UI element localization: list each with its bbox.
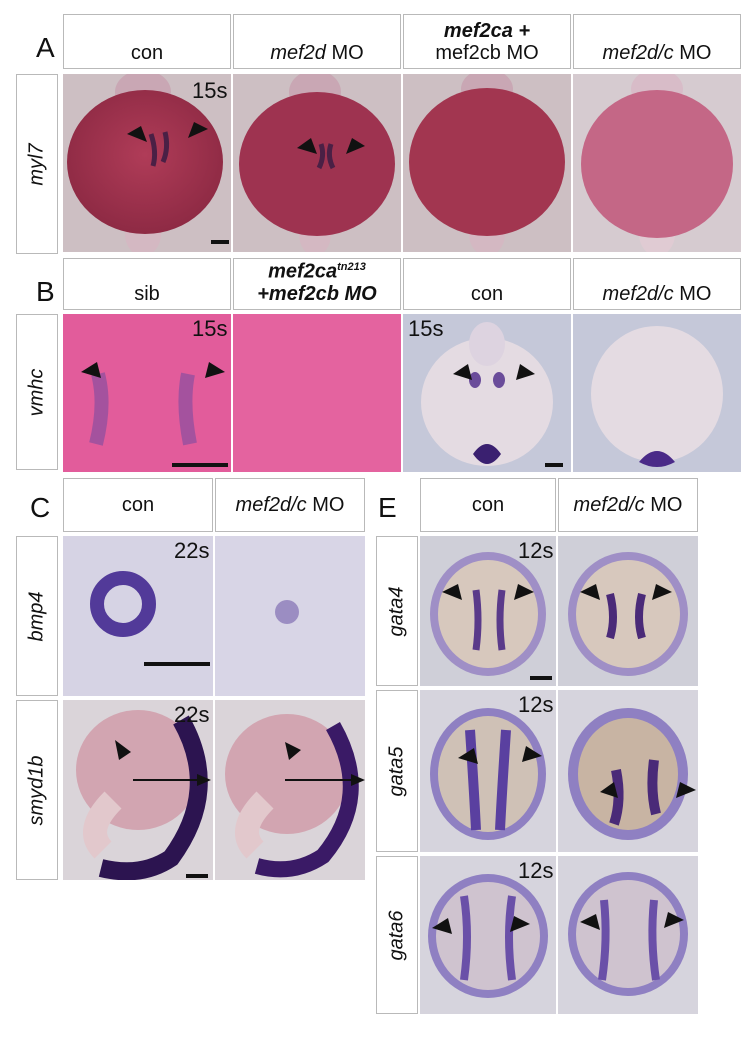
header-line2: mef2cb MO (435, 42, 539, 64)
image-e-gata5-mef2dc (558, 690, 698, 852)
row-label-box-gata5: gata5 (376, 690, 418, 852)
stage-label-b-right: 15s (408, 316, 444, 341)
header-plain: MO (306, 494, 345, 516)
image-e-gata6-mef2dc (558, 856, 698, 1014)
header-plain: MO (673, 283, 712, 305)
row-label-box-smyd1b: smyd1b (16, 700, 58, 880)
row-label-gata6: gata6 (385, 909, 408, 961)
image-a-mef2ca-mef2cb (403, 74, 571, 252)
panel-letter-a: A (36, 32, 55, 63)
header-italic: mef2d (270, 42, 326, 64)
row-label-box-myl7: myl7 (16, 74, 58, 254)
header-plain: MO (673, 42, 712, 64)
stage-label-b-left: 15s (192, 316, 228, 341)
header-c-mef2dc: mef2d/c MO (215, 478, 365, 532)
header-plain: MO (325, 42, 364, 64)
image-d-mef2dc (215, 700, 365, 880)
image-b-mef2dc (573, 314, 741, 472)
header-line1: mef2ca + (443, 20, 531, 42)
stage-label-a: 15s (192, 78, 228, 103)
image-a-con (63, 74, 231, 252)
arrowheads-b (81, 362, 535, 380)
panel-letter-c: C (30, 492, 51, 523)
image-e-gata4-mef2dc (558, 536, 698, 686)
stage-label-d: 22s (174, 702, 210, 727)
scale-bar-d (186, 874, 208, 878)
header-label: con (130, 42, 164, 64)
image-a-mef2dc (573, 74, 741, 252)
header-a-con: con (63, 14, 231, 69)
row-label-bmp4: bmp4 (25, 590, 48, 642)
header-b-sib: sib (63, 258, 231, 310)
header-a-mef2d: mef2d MO (233, 14, 401, 69)
arrows-d (115, 740, 365, 786)
header-b-mef2dc: mef2d/c MO (573, 258, 741, 310)
row-label-box-bmp4: bmp4 (16, 536, 58, 696)
header-plain: MO (644, 494, 683, 516)
arrowheads-e (432, 584, 696, 934)
scale-bar-b-left (172, 463, 228, 467)
row-label-box-gata6: gata6 (376, 856, 418, 1014)
image-e-gata5-con (420, 690, 556, 852)
header-line2: +mef2cb MO (257, 283, 377, 305)
row-label-myl7: myl7 (25, 142, 48, 186)
panel-letter-b: B (36, 276, 55, 307)
image-e-gata4-con (420, 536, 556, 686)
header-e-con: con (420, 478, 556, 532)
row-label-vmhc: vmhc (25, 368, 48, 416)
image-e-gata6-con (420, 856, 556, 1014)
image-b-mef2ca-tn213 (233, 314, 401, 472)
header-italic: mef2d/c (602, 42, 674, 64)
header-label: con (471, 494, 505, 516)
header-a-mef2dc: mef2d/c MO (573, 14, 741, 69)
header-italic: mef2d/c (602, 283, 674, 305)
scale-bar-c (144, 662, 210, 666)
header-b-mef2ca-tn213: mef2catn213 +mef2cb MO (233, 258, 401, 310)
scale-bar-a (211, 240, 229, 244)
header-label: con (121, 494, 155, 516)
image-d-con (63, 700, 213, 880)
header-line1-base: mef2ca (268, 261, 338, 283)
scale-bar-b-right (545, 463, 563, 467)
stage-label-e-gata5: 12s (518, 692, 554, 717)
row-label-gata4: gata4 (385, 585, 408, 637)
header-c-con: con (63, 478, 213, 532)
image-a-mef2d (233, 74, 401, 252)
stage-label-e-gata6: 12s (518, 858, 554, 883)
row-label-smyd1b: smyd1b (25, 754, 48, 826)
image-c-con (63, 536, 213, 696)
header-b-con: con (403, 258, 571, 310)
header-label: sib (134, 283, 160, 305)
panel-letter-e: E (378, 492, 397, 523)
scale-bar-e (530, 676, 552, 680)
header-e-mef2dc: mef2d/c MO (558, 478, 698, 532)
header-italic: mef2d/c (235, 494, 307, 516)
image-b-sib (63, 314, 231, 472)
header-a-mef2ca-mef2cb: mef2ca + mef2cb MO (403, 14, 571, 69)
row-label-box-vmhc: vmhc (16, 314, 58, 470)
header-label: con (470, 283, 504, 305)
image-b-con (403, 314, 571, 472)
stage-label-c: 22s (174, 538, 210, 563)
image-c-mef2dc (215, 536, 365, 696)
stage-label-e-gata4: 12s (518, 538, 554, 563)
arrowheads-a (127, 122, 365, 154)
header-line1-sup: tn213 (337, 261, 366, 274)
row-label-box-gata4: gata4 (376, 536, 418, 686)
row-label-gata5: gata5 (385, 745, 408, 797)
header-italic: mef2d/c (573, 494, 645, 516)
